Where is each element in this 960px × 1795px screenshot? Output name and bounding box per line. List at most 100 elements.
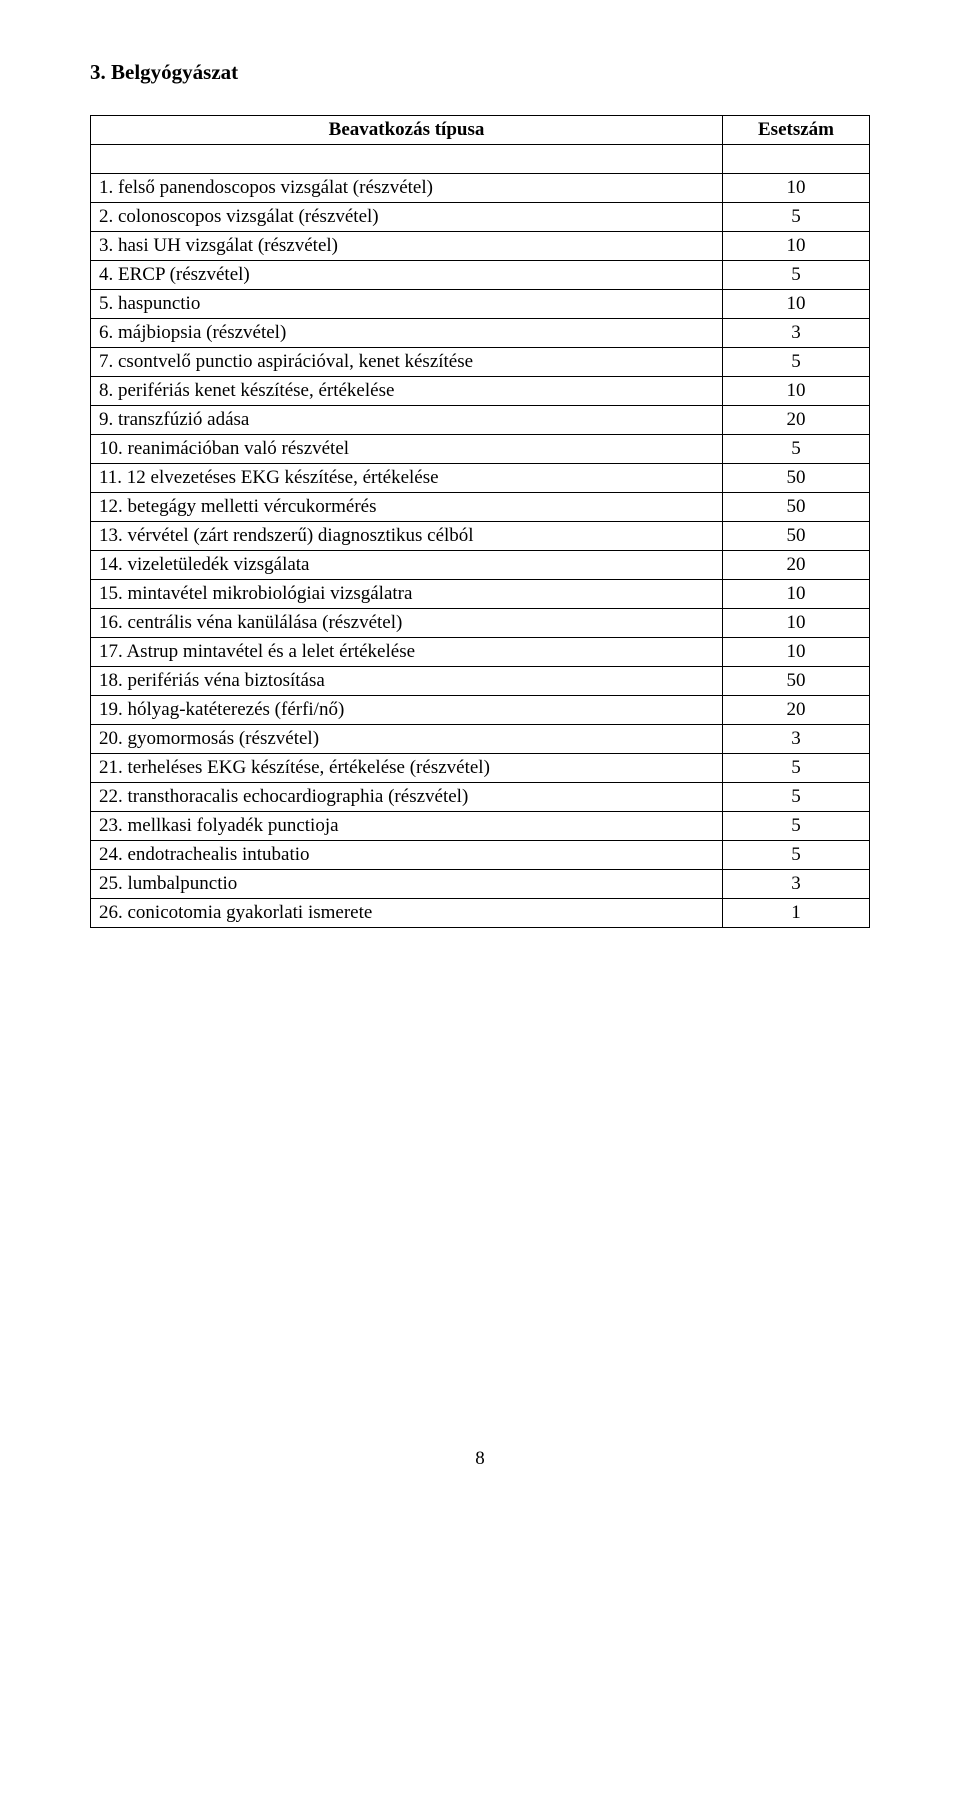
row-text: perifériás kenet készítése, értékelése — [118, 380, 394, 401]
header-count: Esetszám — [723, 116, 870, 145]
row-number: 3. — [99, 235, 113, 257]
row-label: 22. transthoracalis echocardiographia (r… — [91, 783, 723, 812]
row-count: 50 — [723, 464, 870, 493]
row-text: 12 elvezetéses EKG készítése, értékelése — [127, 467, 439, 488]
row-number: 12. — [99, 496, 123, 518]
row-number: 22. — [99, 786, 123, 808]
row-label: 14. vizeletüledék vizsgálata — [91, 551, 723, 580]
row-count: 3 — [723, 319, 870, 348]
row-label: 17. Astrup mintavétel és a lelet értékel… — [91, 638, 723, 667]
table-header-row: Beavatkozás típusa Esetszám — [91, 116, 870, 145]
row-count: 1 — [723, 899, 870, 928]
row-label: 7. csontvelő punctio aspirációval, kenet… — [91, 348, 723, 377]
row-count: 5 — [723, 348, 870, 377]
table-row: 16. centrális véna kanülálása (részvétel… — [91, 609, 870, 638]
row-label: 4. ERCP (részvétel) — [91, 261, 723, 290]
row-count: 5 — [723, 841, 870, 870]
row-number: 25. — [99, 873, 123, 895]
row-text: terheléses EKG készítése, értékelése (ré… — [128, 757, 490, 778]
row-number: 18. — [99, 670, 123, 692]
row-count: 5 — [723, 203, 870, 232]
table-row: 17. Astrup mintavétel és a lelet értékel… — [91, 638, 870, 667]
table-row: 2. colonoscopos vizsgálat (részvétel)5 — [91, 203, 870, 232]
table-row: 14. vizeletüledék vizsgálata20 — [91, 551, 870, 580]
row-count: 10 — [723, 609, 870, 638]
row-text: haspunctio — [118, 293, 200, 314]
table-row: 26. conicotomia gyakorlati ismerete1 — [91, 899, 870, 928]
row-text: mintavétel mikrobiológiai vizsgálatra — [128, 583, 413, 604]
table-row: 3. hasi UH vizsgálat (részvétel)10 — [91, 232, 870, 261]
table-row: 25. lumbalpunctio3 — [91, 870, 870, 899]
row-count: 10 — [723, 377, 870, 406]
row-text: csontvelő punctio aspirációval, kenet ké… — [118, 351, 473, 372]
row-text: betegágy melletti vércukormérés — [128, 496, 377, 517]
row-text: transzfúzió adása — [118, 409, 249, 430]
row-number: 23. — [99, 815, 123, 837]
table-row: 4. ERCP (részvétel)5 — [91, 261, 870, 290]
table-spacer-row — [91, 145, 870, 174]
row-label: 23. mellkasi folyadék punctioja — [91, 812, 723, 841]
row-count: 50 — [723, 522, 870, 551]
row-number: 19. — [99, 699, 123, 721]
row-count: 20 — [723, 551, 870, 580]
row-label: 3. hasi UH vizsgálat (részvétel) — [91, 232, 723, 261]
row-number: 7. — [99, 351, 113, 373]
table-row: 21. terheléses EKG készítése, értékelése… — [91, 754, 870, 783]
table-row: 1. felső panendoscopos vizsgálat (részvé… — [91, 174, 870, 203]
table-row: 9. transzfúzió adása20 — [91, 406, 870, 435]
row-number: 11. — [99, 467, 122, 489]
row-label: 13. vérvétel (zárt rendszerű) diagnoszti… — [91, 522, 723, 551]
row-text: Astrup mintavétel és a lelet értékelése — [126, 641, 415, 662]
procedures-table: Beavatkozás típusa Esetszám 1. felső pan… — [90, 115, 870, 928]
row-text: centrális véna kanülálása (részvétel) — [128, 612, 403, 633]
table-row: 12. betegágy melletti vércukormérés50 — [91, 493, 870, 522]
table-row: 11. 12 elvezetéses EKG készítése, értéke… — [91, 464, 870, 493]
table-row: 20. gyomormosás (részvétel)3 — [91, 725, 870, 754]
row-text: perifériás véna biztosítása — [128, 670, 325, 691]
row-text: májbiopsia (részvétel) — [118, 322, 286, 343]
row-label: 15. mintavétel mikrobiológiai vizsgálatr… — [91, 580, 723, 609]
row-text: conicotomia gyakorlati ismerete — [128, 902, 373, 923]
page-number: 8 — [90, 1448, 870, 1470]
row-number: 1. — [99, 177, 113, 199]
row-number: 21. — [99, 757, 123, 779]
row-number: 6. — [99, 322, 113, 344]
table-row: 22. transthoracalis echocardiographia (r… — [91, 783, 870, 812]
table-row: 7. csontvelő punctio aspirációval, kenet… — [91, 348, 870, 377]
table-row: 19. hólyag-katéterezés (férfi/nő)20 — [91, 696, 870, 725]
row-count: 10 — [723, 174, 870, 203]
row-count: 5 — [723, 812, 870, 841]
section-title: 3. Belgyógyászat — [90, 60, 870, 85]
row-number: 2. — [99, 206, 113, 228]
table-row: 15. mintavétel mikrobiológiai vizsgálatr… — [91, 580, 870, 609]
row-label: 2. colonoscopos vizsgálat (részvétel) — [91, 203, 723, 232]
row-count: 5 — [723, 261, 870, 290]
row-number: 5. — [99, 293, 113, 315]
row-text: vizeletüledék vizsgálata — [128, 554, 310, 575]
row-text: reanimációban való részvétel — [128, 438, 350, 459]
row-number: 9. — [99, 409, 113, 431]
row-count: 5 — [723, 435, 870, 464]
row-label: 8. perifériás kenet készítése, értékelés… — [91, 377, 723, 406]
row-label: 9. transzfúzió adása — [91, 406, 723, 435]
table-row: 18. perifériás véna biztosítása 50 — [91, 667, 870, 696]
row-number: 4. — [99, 264, 113, 286]
row-label: 10. reanimációban való részvétel — [91, 435, 723, 464]
row-number: 10. — [99, 438, 123, 460]
table-row: 13. vérvétel (zárt rendszerű) diagnoszti… — [91, 522, 870, 551]
row-count: 50 — [723, 667, 870, 696]
row-label: 19. hólyag-katéterezés (férfi/nő) — [91, 696, 723, 725]
table-row: 8. perifériás kenet készítése, értékelés… — [91, 377, 870, 406]
row-count: 10 — [723, 638, 870, 667]
row-count: 3 — [723, 725, 870, 754]
row-text: transthoracalis echocardiographia (részv… — [128, 786, 469, 807]
row-number: 16. — [99, 612, 123, 634]
table-row: 24. endotrachealis intubatio5 — [91, 841, 870, 870]
row-count: 10 — [723, 290, 870, 319]
row-number: 15. — [99, 583, 123, 605]
table-row: 6. májbiopsia (részvétel) 3 — [91, 319, 870, 348]
row-label: 20. gyomormosás (részvétel) — [91, 725, 723, 754]
row-count: 5 — [723, 754, 870, 783]
row-label: 5. haspunctio — [91, 290, 723, 319]
row-label: 12. betegágy melletti vércukormérés — [91, 493, 723, 522]
